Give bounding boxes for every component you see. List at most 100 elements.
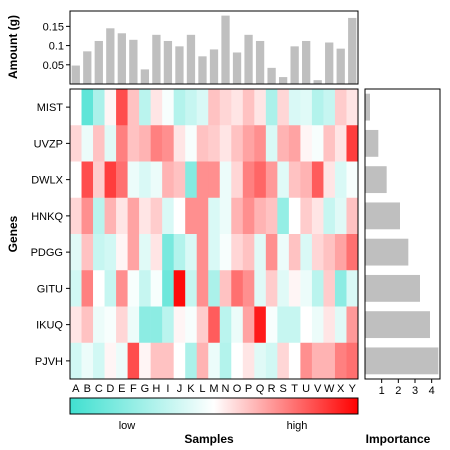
column-label-Y: Y [349, 383, 357, 395]
heatmap-cell-HNKQ-H [150, 197, 163, 235]
heatmap-cell-HNKQ-P [242, 197, 255, 235]
heatmap-cell-HNKQ-X [334, 197, 347, 235]
heatmap-cell-PJVH-F [127, 342, 140, 380]
heatmap-cell-UVZP-F [127, 125, 140, 162]
column-label-D: D [106, 383, 114, 395]
heatmap-cell-PJVH-I [162, 342, 174, 380]
top-y-axis-title: Amount (g) [6, 15, 20, 79]
heatmap-cell-HNKQ-S [277, 197, 290, 235]
heatmap-cell-IKUQ-X [334, 306, 347, 344]
top-y-tick-label: 0.15 [43, 21, 64, 33]
heatmap-cell-PJVH-A [70, 342, 82, 380]
heatmap-cell-MIST-X [334, 89, 347, 126]
heatmap-cell-PDGG-H [150, 234, 163, 271]
heatmap-cell-PJVH-J [173, 342, 186, 380]
heatmap-cell-IKUQ-G [139, 306, 151, 344]
heatmap-cell-PDGG-L [196, 234, 209, 271]
heatmap-cell-MIST-G [139, 89, 151, 126]
heatmap-cell-MIST-J [173, 89, 186, 126]
heatmap-cell-IKUQ-U [300, 306, 313, 344]
heatmap-cell-PJVH-X [334, 342, 347, 380]
heatmap-cell-PDGG-B [81, 234, 94, 271]
heatmap-cell-UVZP-W [323, 125, 336, 162]
column-label-T: T [291, 383, 298, 395]
heatmap-cell-IKUQ-K [185, 306, 198, 344]
row-label-DWLX: DWLX [31, 175, 63, 187]
heatmap-cell-HNKQ-N [219, 197, 232, 235]
heatmap-cell-PDGG-D [104, 234, 117, 271]
top-bar-U [302, 40, 311, 84]
heatmap-cell-GITU-O [231, 270, 244, 307]
column-label-C: C [95, 383, 103, 395]
heatmap-cell-IKUQ-H [150, 306, 163, 344]
heatmap-cell-UVZP-B [81, 125, 94, 162]
row-label-GITU: GITU [37, 283, 63, 295]
heatmap-cell-UVZP-H [150, 125, 163, 162]
heatmap-cell-DWLX-O [231, 161, 244, 199]
heatmap-cell-GITU-V [311, 270, 324, 307]
heatmap-cell-DWLX-W [323, 161, 336, 199]
heatmap-cell-GITU-L [196, 270, 209, 307]
top-bar-T [290, 46, 299, 84]
heatmap-cell-GITU-U [300, 270, 313, 307]
right-bar-IKUQ [365, 311, 430, 339]
column-label-F: F [130, 383, 137, 395]
heatmap-cell-PDGG-V [311, 234, 324, 271]
heatmap-cell-PJVH-V [311, 342, 324, 380]
heatmap-cell-DWLX-J [173, 161, 186, 199]
heatmap-cell-IKUQ-M [208, 306, 221, 344]
heatmap-cell-MIST-L [196, 89, 209, 126]
heatmap-cell-PJVH-P [242, 342, 255, 380]
top-y-tick-label: 0.1 [49, 41, 64, 53]
right-bar-PJVH [365, 347, 439, 375]
heatmap-cell-GITU-M [208, 270, 221, 307]
column-label-E: E [118, 383, 125, 395]
heatmap-cell-IKUQ-D [104, 306, 117, 344]
heatmap-cell-GITU-C [93, 270, 105, 307]
heatmap-cell-PDGG-O [231, 234, 244, 271]
heatmap-cell-PJVH-E [116, 342, 128, 380]
heatmap-cell-PJVH-O [231, 342, 244, 380]
heatmap-cell-UVZP-E [116, 125, 128, 162]
row-label-MIST: MIST [37, 102, 64, 114]
heatmap-cell-DWLX-K [185, 161, 198, 199]
heatmap-cell-GITU-A [70, 270, 82, 307]
heatmap-cell-IKUQ-I [162, 306, 174, 344]
heatmap-cell-HNKQ-Y [346, 197, 359, 235]
right-x-axis-title: Importance [366, 432, 431, 446]
color-legend: low high Samples [69, 397, 359, 446]
column-label-A: A [72, 383, 80, 395]
heatmap-cell-MIST-D [104, 89, 117, 126]
heatmap-cell-DWLX-T [288, 161, 301, 199]
legend-high-label: high [287, 420, 308, 432]
right-bar-DWLX [365, 166, 387, 194]
heatmap-cell-PJVH-N [219, 342, 232, 380]
top-bar-G [140, 69, 150, 84]
heatmap-cell-HNKQ-U [300, 197, 313, 235]
heatmap-cell-DWLX-P [242, 161, 255, 199]
heatmap-y-axis-title: Genes [6, 215, 20, 252]
right-x-tick-label: 4 [429, 385, 435, 397]
heatmap-cell-MIST-N [219, 89, 232, 126]
top-bar-A [71, 65, 80, 84]
column-label-U: U [302, 383, 310, 395]
heatmap-cell-PJVH-Y [346, 342, 359, 380]
heatmap-cell-PDGG-T [288, 234, 301, 271]
heatmap-cell-GITU-G [139, 270, 151, 307]
heatmap-cell-UVZP-D [104, 125, 117, 162]
heatmap-cell-MIST-M [208, 89, 221, 126]
top-bar-I [163, 40, 173, 84]
heatmap-cell-MIST-U [300, 89, 313, 126]
heatmap-x-axis-title: Samples [184, 432, 234, 446]
heatmap-cell-GITU-B [81, 270, 94, 307]
top-bar-X [336, 48, 345, 84]
top-bar-Q [255, 40, 265, 84]
heatmap-cell-GITU-Q [254, 270, 267, 307]
heatmap-cell-MIST-E [116, 89, 128, 126]
column-label-Q: Q [256, 383, 265, 395]
heatmap-cell-UVZP-U [300, 125, 313, 162]
heatmap-cell-HNKQ-E [116, 197, 128, 235]
column-label-O: O [233, 383, 242, 395]
